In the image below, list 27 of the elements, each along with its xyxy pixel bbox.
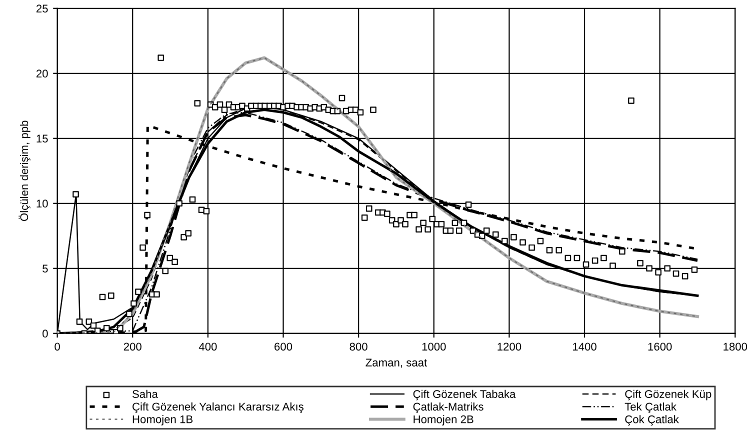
- x-tick-label: 400: [198, 342, 217, 351]
- legend-label: Homojen 1B: [132, 415, 193, 426]
- x-tick-label: 1200: [498, 342, 522, 351]
- y-axis-title: Ölçülen derişim, ppb: [18, 120, 30, 221]
- legend-label: Çatlak-Matriks: [413, 402, 484, 413]
- y-tick-label: 20: [36, 70, 48, 78]
- x-tick-label: 1600: [648, 342, 672, 351]
- x-tick-label: 800: [350, 342, 368, 351]
- legend-label: Çok Çatlak: [625, 415, 679, 426]
- x-tick-label: 200: [124, 342, 142, 351]
- y-tick-label: 5: [42, 264, 48, 273]
- y-tick-label: 15: [36, 134, 48, 143]
- y-tick-label: 25: [36, 4, 48, 13]
- legend-label: Çift Gözenek Tabaka: [413, 390, 516, 400]
- legend-label: Çift Gözenek Küp: [625, 390, 712, 400]
- y-tick-label: 10: [36, 200, 48, 208]
- legend-label: Saha: [132, 390, 158, 398]
- x-tick-label: 1800: [724, 342, 748, 351]
- x-axis-title: Zaman, saat: [366, 358, 428, 368]
- legend-label: Çift Gözenek Yalancı Kararsız Akış: [132, 402, 304, 413]
- y-tick-label: 0: [42, 330, 48, 338]
- x-tick-label: 0: [54, 342, 60, 351]
- x-tick-label: 600: [274, 342, 292, 351]
- x-tick-label: 1400: [573, 342, 596, 351]
- legend-label: Homojen 2B: [414, 415, 474, 426]
- x-tick-label: 1000: [422, 342, 446, 351]
- legend-label: Tek Çatlak: [624, 402, 676, 413]
